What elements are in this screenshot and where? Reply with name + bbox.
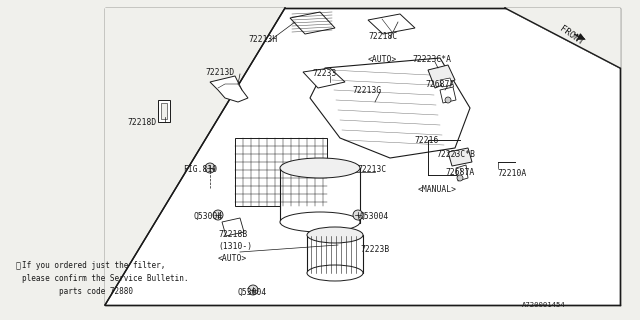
Polygon shape xyxy=(428,65,455,88)
Polygon shape xyxy=(105,8,285,305)
Text: 72223B: 72223B xyxy=(360,245,389,254)
Polygon shape xyxy=(440,78,452,87)
Ellipse shape xyxy=(280,212,360,232)
Text: If you ordered just the filter,: If you ordered just the filter, xyxy=(22,261,165,270)
Ellipse shape xyxy=(445,97,451,103)
Bar xyxy=(307,235,363,273)
Text: please confirm the Service Bulletin.: please confirm the Service Bulletin. xyxy=(22,274,189,283)
Text: 72223C*A: 72223C*A xyxy=(412,55,451,64)
Ellipse shape xyxy=(353,210,363,220)
Text: 72218C: 72218C xyxy=(368,32,397,41)
Polygon shape xyxy=(505,8,620,68)
Polygon shape xyxy=(161,103,167,119)
Text: parts code 72880: parts code 72880 xyxy=(22,287,133,296)
Text: 72218B: 72218B xyxy=(218,230,247,239)
Bar xyxy=(235,138,327,206)
Text: 72223C*B: 72223C*B xyxy=(436,150,475,159)
Polygon shape xyxy=(210,76,248,102)
Text: (1310-): (1310-) xyxy=(218,242,252,251)
Text: A720001454: A720001454 xyxy=(522,302,566,308)
Text: 72213H: 72213H xyxy=(248,35,277,44)
Bar xyxy=(280,168,360,223)
Text: Q53004: Q53004 xyxy=(360,212,389,221)
Text: <AUTO>: <AUTO> xyxy=(368,55,397,64)
Text: ※: ※ xyxy=(16,261,21,270)
Ellipse shape xyxy=(280,158,360,178)
Text: <AUTO>: <AUTO> xyxy=(218,254,247,263)
Polygon shape xyxy=(448,148,472,166)
Text: Q53004: Q53004 xyxy=(194,212,223,221)
Text: 72218D: 72218D xyxy=(127,118,156,127)
Polygon shape xyxy=(310,58,470,158)
Text: 72687A: 72687A xyxy=(445,168,474,177)
Polygon shape xyxy=(456,165,468,181)
Ellipse shape xyxy=(307,265,363,281)
Ellipse shape xyxy=(307,227,363,243)
Polygon shape xyxy=(158,100,170,122)
Text: 72216: 72216 xyxy=(414,136,438,145)
Text: 72210A: 72210A xyxy=(497,169,526,178)
Polygon shape xyxy=(505,8,620,68)
Text: 72213D: 72213D xyxy=(205,68,234,77)
Text: FIG.810: FIG.810 xyxy=(183,165,217,174)
Text: Q53004: Q53004 xyxy=(238,288,268,297)
Ellipse shape xyxy=(248,285,258,295)
Text: 72213C: 72213C xyxy=(357,165,387,174)
Text: 72687A: 72687A xyxy=(425,80,454,89)
Polygon shape xyxy=(440,87,456,103)
Polygon shape xyxy=(105,8,620,305)
Ellipse shape xyxy=(457,175,463,181)
Text: 72233: 72233 xyxy=(312,69,337,78)
Polygon shape xyxy=(222,218,244,236)
Polygon shape xyxy=(290,12,335,34)
Polygon shape xyxy=(368,14,415,34)
Text: FRONT: FRONT xyxy=(558,24,585,47)
Text: <MANUAL>: <MANUAL> xyxy=(418,185,457,194)
Ellipse shape xyxy=(213,210,223,220)
Text: 72213G: 72213G xyxy=(352,86,381,95)
Ellipse shape xyxy=(205,163,215,173)
Polygon shape xyxy=(303,68,345,88)
